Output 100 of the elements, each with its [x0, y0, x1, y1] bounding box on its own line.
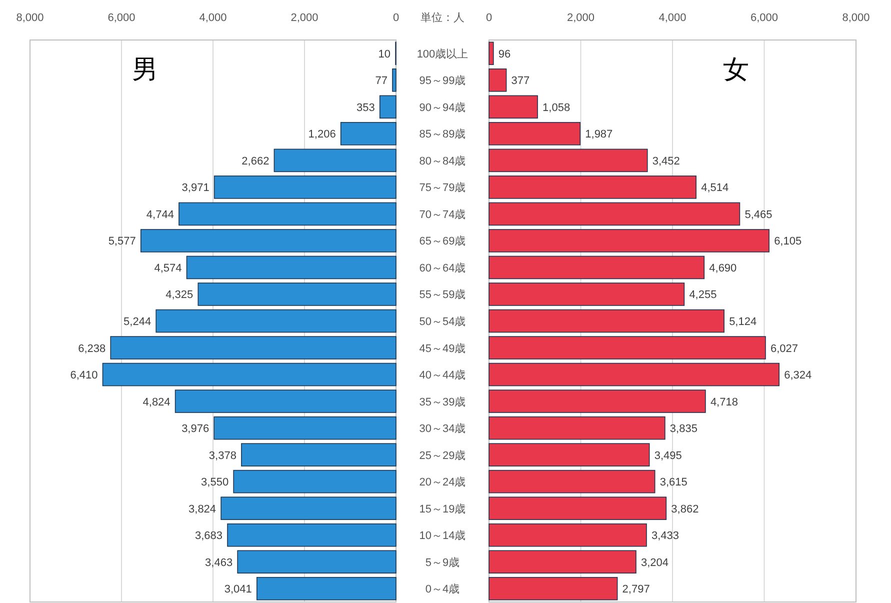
data-label: 3,495: [654, 450, 682, 462]
data-label: 3,433: [651, 530, 680, 542]
data-label: 3,041: [224, 584, 252, 596]
bar: [488, 148, 648, 172]
bar: [488, 550, 636, 574]
data-label: 96: [498, 48, 511, 60]
bar: [488, 362, 780, 386]
bar: [488, 176, 696, 199]
x-tick-label: 6,000: [108, 12, 136, 24]
data-label: 3,378: [208, 450, 236, 462]
y-tick-label: 30～34歳: [419, 422, 466, 436]
data-label: 5,124: [729, 316, 757, 328]
bar: [233, 470, 396, 494]
data-label: 6,238: [78, 342, 106, 355]
bar: [488, 256, 705, 280]
x-tick-label: 6,000: [750, 12, 778, 24]
data-label: 2,797: [622, 584, 650, 596]
data-label: 1,206: [308, 128, 336, 141]
data-label: 5,465: [744, 208, 772, 221]
bar: [186, 256, 396, 280]
data-label: 4,824: [142, 396, 170, 408]
x-tick-label: 4,000: [199, 12, 227, 24]
bar: [488, 202, 740, 226]
x-tick-label: 2,000: [290, 12, 318, 24]
data-label: 1,058: [542, 102, 570, 114]
data-label: 10: [378, 48, 391, 60]
y-tick-label: 50～54歳: [419, 315, 466, 328]
data-label: 3,824: [188, 503, 216, 516]
bar: [174, 390, 396, 413]
y-tick-label: 100歳以上: [416, 47, 468, 60]
y-tick-label: 5～9歳: [425, 556, 460, 569]
bar: [214, 176, 396, 199]
data-label: 3,862: [671, 503, 699, 516]
data-label: 3,452: [652, 155, 680, 168]
x-tick-label: 0: [486, 12, 492, 24]
data-label: 5,244: [124, 316, 152, 328]
bar: [241, 443, 396, 466]
bar: [110, 336, 396, 360]
data-label: 3,976: [182, 423, 210, 436]
bar: [488, 122, 581, 146]
x-tick-label: 8,000: [16, 12, 44, 24]
y-tick-label: 25～29歳: [419, 448, 466, 462]
y-tick-label: 90～94歳: [419, 100, 466, 114]
bar: [340, 122, 396, 146]
data-label: 4,255: [689, 289, 717, 302]
y-tick-label: 60～64歳: [419, 261, 466, 274]
y-tick-label: 10～14歳: [419, 529, 466, 542]
data-label: 4,514: [701, 182, 729, 194]
y-tick-label: 85～89歳: [419, 128, 466, 141]
bar: [488, 470, 656, 494]
bar: [488, 282, 685, 306]
data-label: 77: [375, 75, 388, 88]
y-tick-label: 45～49歳: [419, 342, 466, 355]
data-label: 4,690: [709, 262, 737, 274]
bar: [102, 362, 396, 386]
data-label: 3,971: [182, 182, 210, 194]
x-tick-label: 0: [392, 12, 400, 24]
bar: [214, 416, 396, 440]
y-tick-label: 70～74歳: [419, 208, 466, 221]
bar: [488, 95, 538, 119]
data-label: 3,550: [201, 476, 229, 489]
data-label: 4,325: [166, 289, 194, 302]
bar: [274, 148, 396, 172]
x-tick-label: 4,000: [658, 12, 686, 24]
data-label: 1,987: [585, 128, 613, 141]
y-tick-label: 65～69歳: [419, 234, 466, 248]
bar: [198, 282, 396, 306]
bar: [156, 309, 396, 333]
x-tick-label: 2,000: [566, 12, 595, 24]
data-label: 3,835: [670, 423, 698, 436]
bar: [220, 496, 396, 520]
y-tick-label: 95～99歳: [419, 74, 466, 88]
bar: [488, 496, 667, 520]
bar: [488, 68, 507, 92]
data-label: 377: [511, 75, 530, 88]
y-tick-label: 80～84歳: [419, 154, 466, 168]
text: 男: [132, 55, 158, 84]
data-label: 6,027: [770, 342, 798, 355]
bar: [237, 550, 396, 574]
data-label: 3,615: [660, 476, 688, 489]
data-label: 353: [356, 102, 375, 114]
data-label: 4,744: [146, 208, 174, 221]
data-label: 2,662: [242, 155, 270, 168]
y-tick-label: 0～4歳: [425, 582, 460, 596]
data-label: 3,204: [640, 556, 669, 569]
data-label: 6,410: [70, 370, 98, 382]
bar: [178, 202, 396, 226]
y-tick-label: 15～19歳: [419, 502, 466, 516]
bar: [488, 309, 724, 333]
data-label: 6,105: [774, 236, 802, 248]
bar: [392, 68, 396, 92]
bar: [140, 229, 396, 252]
bar: [227, 523, 396, 547]
text: 単位：人: [420, 12, 464, 24]
data-label: 5,577: [108, 236, 136, 248]
data-label: 6,324: [784, 370, 812, 382]
x-tick-label: 8,000: [842, 12, 870, 24]
y-tick-label: 40～44歳: [419, 368, 466, 382]
y-tick-label: 35～39歳: [419, 395, 466, 408]
data-label: 4,574: [154, 262, 182, 274]
